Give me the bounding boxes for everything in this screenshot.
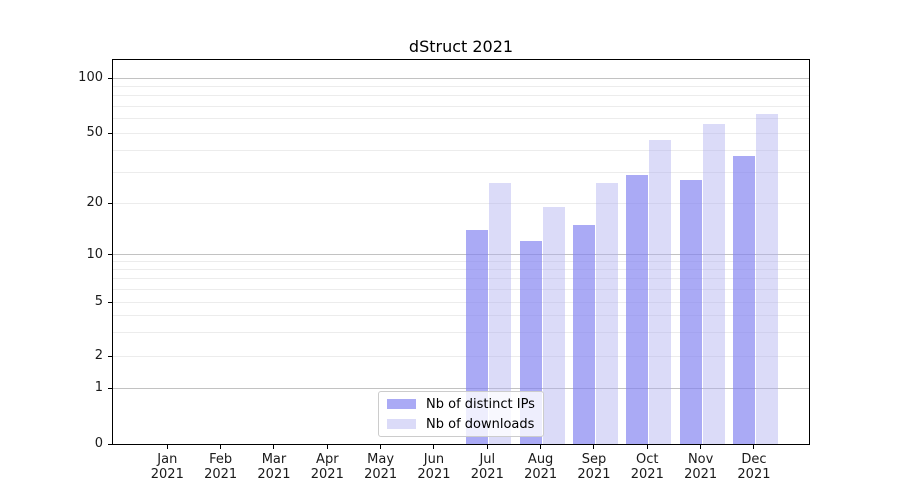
- y-tick-mark: [108, 77, 113, 79]
- y-tick-label: 10: [86, 246, 103, 262]
- bar-downloads: [489, 183, 512, 444]
- y-tick-mark: [108, 387, 113, 389]
- y-tick-mark: [108, 132, 113, 134]
- x-tick-label: Apr 2021: [310, 452, 344, 482]
- bar-distinct-ips: [626, 174, 649, 444]
- gridline-minor: [113, 105, 809, 107]
- bar-downloads: [702, 124, 725, 444]
- gridline-minor: [113, 355, 809, 357]
- gridline-minor: [113, 171, 809, 173]
- x-tick-mark: [380, 444, 382, 449]
- x-tick-label: Mar 2021: [257, 452, 291, 482]
- x-tick-mark: [486, 444, 488, 449]
- x-tick-mark: [700, 444, 702, 449]
- x-tick-label: Sep 2021: [577, 452, 611, 482]
- x-tick-mark: [273, 444, 275, 449]
- x-tick-mark: [166, 444, 168, 449]
- x-tick-mark: [646, 444, 648, 449]
- gridline-minor: [113, 269, 809, 271]
- bar-downloads: [755, 113, 778, 444]
- gridline-minor: [113, 261, 809, 263]
- legend-label-downloads: Nb of downloads: [426, 416, 535, 432]
- x-tick-label: Jun 2021: [417, 452, 451, 482]
- gridline-major: [113, 387, 809, 389]
- x-tick-mark: [433, 444, 435, 449]
- chart-title: dStruct 2021: [408, 37, 514, 56]
- bar-downloads: [542, 207, 565, 444]
- legend: Nb of distinct IPs Nb of downloads: [378, 391, 544, 437]
- x-tick-label: Oct 2021: [630, 452, 664, 482]
- x-tick-mark: [540, 444, 542, 449]
- y-tick-mark: [108, 254, 113, 255]
- bar-downloads: [595, 183, 618, 444]
- bar-distinct-ips: [572, 224, 595, 444]
- x-tick-label: Nov 2021: [684, 452, 718, 482]
- y-tick-mark: [108, 301, 113, 303]
- legend-item-downloads: Nb of downloads: [387, 417, 535, 432]
- x-tick-mark: [220, 444, 222, 449]
- gridline-minor: [113, 85, 809, 87]
- y-tick-label: 5: [94, 294, 103, 309]
- x-tick-mark: [593, 444, 595, 449]
- x-tick-mark: [326, 444, 328, 449]
- legend-swatch-downloads: [387, 419, 416, 429]
- gridline-minor: [113, 149, 809, 151]
- gridline-minor: [113, 314, 809, 316]
- x-tick-label: Dec 2021: [737, 452, 771, 482]
- bar-distinct-ips: [466, 229, 489, 444]
- gridline-minor: [113, 278, 809, 280]
- y-tick-label: 50: [86, 125, 103, 141]
- gridline-minor: [113, 118, 809, 120]
- legend-label-distinct-ips: Nb of distinct IPs: [426, 396, 535, 412]
- gridline-major: [113, 77, 809, 79]
- gridline-minor: [113, 289, 809, 290]
- gridline-minor: [113, 301, 809, 303]
- bar-distinct-ips: [679, 180, 702, 444]
- gridline-major: [113, 254, 809, 255]
- x-tick-label: Aug 2021: [524, 452, 558, 482]
- y-tick-label: 100: [78, 70, 103, 85]
- y-tick-mark: [108, 355, 113, 357]
- x-tick-label: Jul 2021: [470, 452, 504, 482]
- x-tick-mark: [753, 444, 755, 449]
- legend-item-distinct-ips: Nb of distinct IPs: [387, 397, 535, 412]
- y-tick-mark: [108, 443, 113, 445]
- x-tick-label: Jan 2021: [150, 452, 184, 482]
- x-tick-label: Feb 2021: [204, 452, 238, 482]
- bar-downloads: [649, 139, 672, 444]
- bar-distinct-ips: [732, 156, 755, 444]
- gridline-minor: [113, 331, 809, 333]
- gridline-minor: [113, 202, 809, 204]
- y-tick-label: 2: [94, 348, 103, 363]
- y-tick-label: 1: [94, 380, 103, 395]
- plot-area: Nb of distinct IPs Nb of downloads 0 1 2 5 1…: [78, 59, 810, 482]
- y-tick-label: 20: [86, 195, 103, 211]
- x-tick-label: May 2021: [364, 452, 398, 482]
- legend-swatch-distinct-ips: [387, 399, 416, 409]
- gridline-minor: [113, 95, 809, 97]
- y-tick-label: 0: [94, 436, 103, 451]
- gridline-minor: [113, 132, 809, 134]
- y-tick-mark: [108, 202, 113, 204]
